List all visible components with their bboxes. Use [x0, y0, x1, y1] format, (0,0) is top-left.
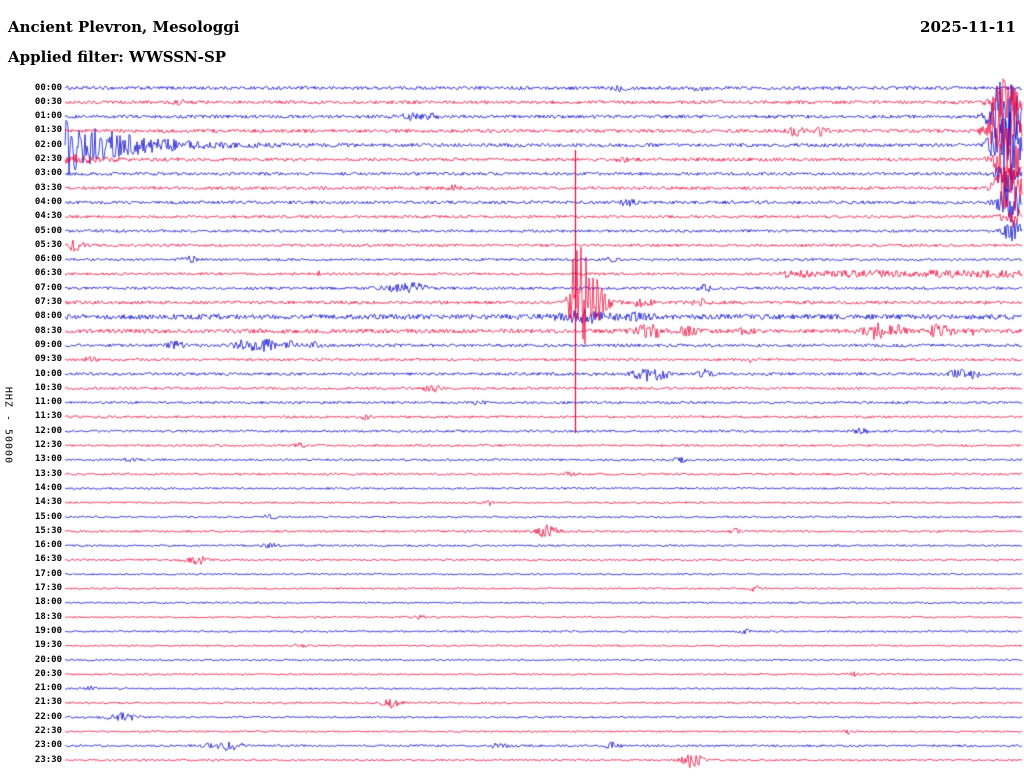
row-label: 20:00 — [34, 654, 62, 665]
row-label: 06:00 — [34, 254, 62, 265]
row-label: 15:00 — [34, 511, 62, 522]
row-label: 08:00 — [34, 311, 62, 322]
row-label: 18:00 — [34, 597, 62, 608]
row-label: 02:00 — [34, 139, 62, 150]
row-label: 22:00 — [34, 711, 62, 722]
row-label: 07:00 — [34, 282, 62, 293]
row-label: 21:00 — [34, 683, 62, 694]
row-label: 00:00 — [34, 82, 62, 93]
row-label: 09:30 — [34, 354, 62, 365]
row-label: 03:30 — [34, 182, 62, 193]
row-label: 10:00 — [34, 368, 62, 379]
row-label: 14:30 — [34, 497, 62, 508]
row-label: 12:00 — [34, 425, 62, 436]
row-label: 23:30 — [34, 754, 62, 765]
row-label: 02:30 — [34, 154, 62, 164]
row-label: 11:00 — [34, 397, 62, 408]
row-label: 06:30 — [34, 268, 62, 279]
row-label: 10:30 — [34, 382, 62, 393]
row-label: 03:00 — [34, 168, 62, 179]
row-label: 21:30 — [34, 697, 62, 708]
row-label: 04:00 — [34, 196, 62, 207]
row-label: 16:30 — [34, 554, 62, 565]
row-label: 17:30 — [34, 583, 62, 593]
row-label: 17:00 — [34, 568, 62, 579]
row-label: 11:30 — [34, 411, 62, 422]
row-label: 20:30 — [34, 668, 62, 679]
row-label: 19:30 — [34, 640, 62, 651]
row-label: 23:00 — [34, 740, 62, 751]
row-label: 00:30 — [34, 96, 62, 107]
row-label: 16:00 — [34, 540, 62, 551]
row-label: 19:00 — [34, 625, 62, 636]
row-label: 14:00 — [34, 482, 62, 493]
row-label: 07:30 — [34, 297, 62, 307]
row-label: 15:30 — [34, 525, 62, 536]
row-label: 13:30 — [34, 468, 62, 479]
row-label: 12:30 — [34, 440, 62, 450]
row-label: 08:30 — [34, 325, 62, 336]
row-label: 05:30 — [34, 239, 62, 250]
row-label: 01:30 — [34, 125, 62, 136]
row-label: 05:00 — [34, 225, 62, 236]
row-label: 09:00 — [34, 339, 62, 350]
row-label: 01:00 — [34, 111, 62, 122]
row-label: 18:30 — [34, 611, 62, 622]
row-label: 13:00 — [34, 454, 62, 465]
row-label: 04:30 — [34, 211, 62, 222]
row-label: 22:30 — [34, 726, 62, 736]
